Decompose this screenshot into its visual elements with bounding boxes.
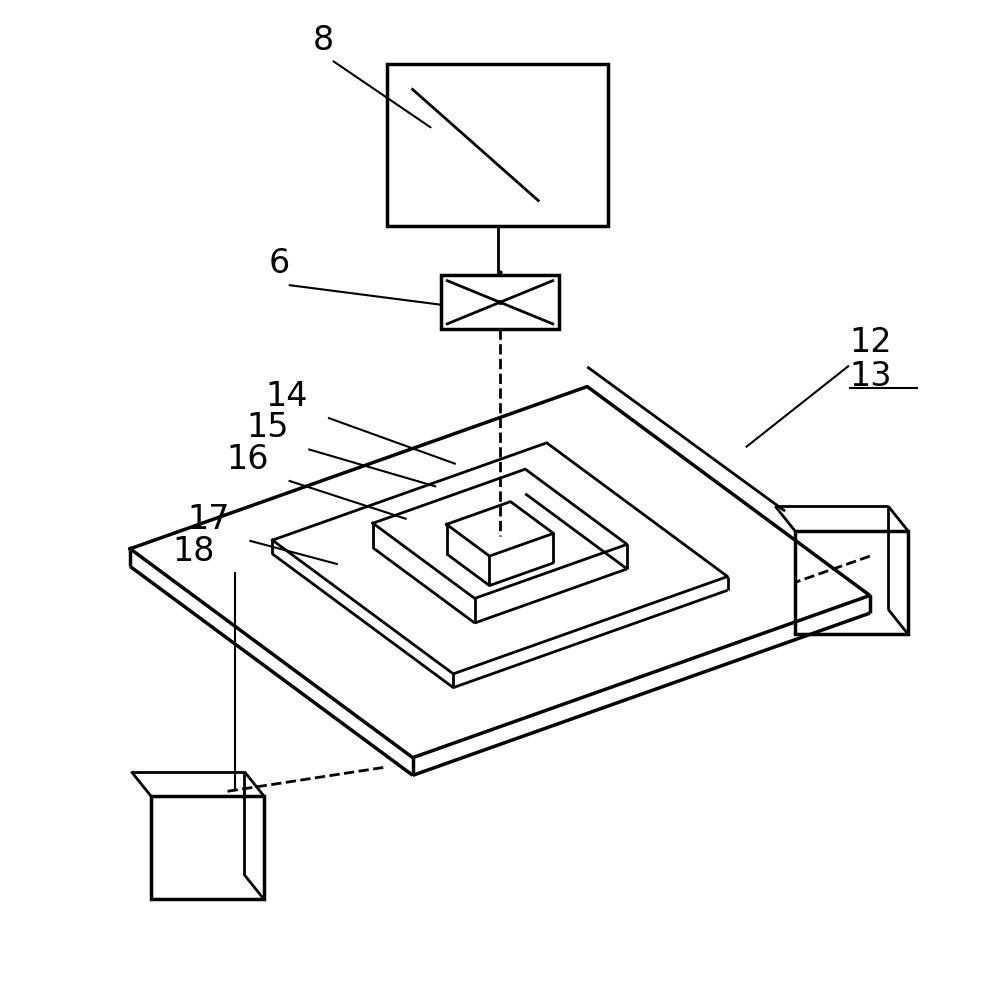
Text: 18: 18 [173,535,215,568]
Text: 16: 16 [226,442,269,476]
Text: 17: 17 [187,502,230,536]
Bar [151,796,264,899]
Bar [441,275,559,329]
Text: 14: 14 [266,379,308,413]
Text: 13: 13 [849,360,891,393]
Text: 12: 12 [849,325,892,359]
Text: 8: 8 [312,24,334,57]
Text: 6: 6 [268,247,289,280]
Bar [387,64,608,226]
Bar [795,531,908,634]
Text: 15: 15 [246,411,289,444]
